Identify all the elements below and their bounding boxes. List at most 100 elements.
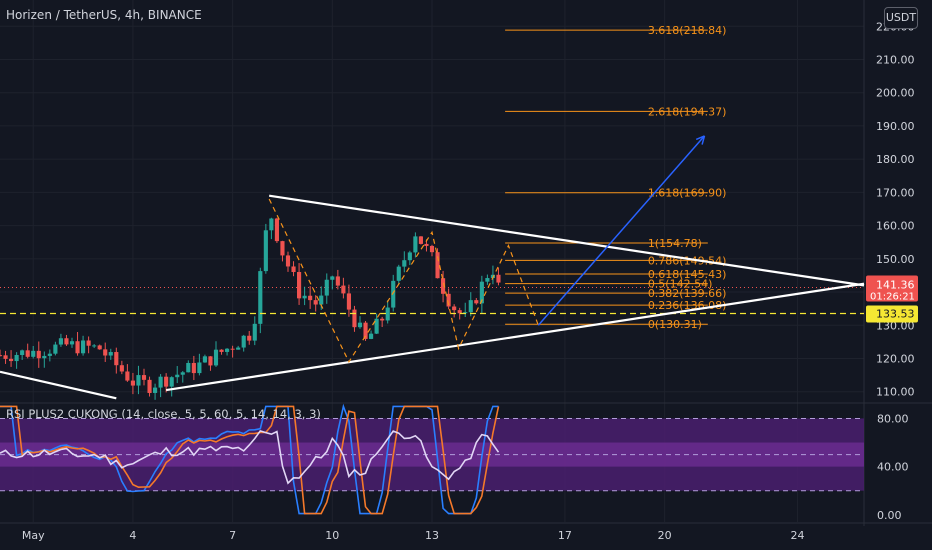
candle-body: [92, 345, 97, 347]
candle-body: [291, 266, 296, 273]
price-tick-label: 200.00: [876, 87, 915, 100]
candle-body: [197, 362, 202, 374]
candle-body: [47, 353, 52, 356]
candle-body: [285, 255, 291, 267]
support-price-tag: [866, 305, 918, 323]
candle-body: [241, 335, 246, 348]
candle-body: [485, 278, 490, 282]
price-tick-label: 120.00: [876, 352, 915, 365]
candle-body: [263, 230, 268, 272]
rsi-fast-line: [0, 405, 500, 515]
candle-body: [169, 377, 174, 387]
candle-body: [429, 245, 435, 253]
candle-body: [258, 271, 263, 324]
time-tick-label: May: [22, 529, 45, 542]
candle-body: [75, 341, 80, 354]
fib-level-label: 1.618(169.90): [648, 187, 727, 200]
rsi-tick-label: 80.00: [877, 412, 909, 425]
candle-body: [9, 358, 14, 362]
candle-body: [402, 260, 407, 267]
candle-body: [341, 285, 346, 294]
fib-level-label: 3.618(218.84): [648, 24, 727, 37]
candle-body: [319, 295, 324, 305]
candle-body: [119, 365, 124, 372]
candle-body: [130, 380, 135, 386]
price-tick-label: 180.00: [876, 153, 915, 166]
candle-body: [474, 300, 479, 304]
trendline-lower: [165, 282, 865, 392]
time-tick-label: 13: [425, 529, 439, 542]
candle-body: [496, 274, 501, 283]
candle-body: [164, 376, 169, 387]
price-tick-label: 110.00: [876, 386, 915, 399]
candle-body: [114, 352, 119, 366]
candle-body: [219, 349, 224, 352]
candle-body: [441, 278, 446, 294]
candle-body: [313, 300, 318, 305]
fib-level-label: 0.786(149.54): [648, 254, 727, 267]
candle-body: [25, 350, 30, 357]
candle-body: [335, 276, 340, 286]
candle-body: [280, 241, 285, 256]
trendline-old: [0, 370, 117, 400]
candle-body: [374, 318, 379, 334]
candles: [0, 217, 501, 400]
price-tick-label: 150.00: [876, 253, 915, 266]
candle-body: [186, 362, 191, 373]
fib-level-label: 0.5(142.54): [648, 278, 713, 291]
last-price-value: 141.36: [876, 279, 915, 292]
time-tick-label: 17: [558, 529, 572, 542]
candle-body: [269, 218, 274, 231]
candle-body: [53, 344, 58, 354]
candle-body: [136, 375, 141, 386]
candle-body: [180, 372, 185, 375]
price-tick-label: 210.00: [876, 53, 915, 66]
fib-level-label: 0.618(145.43): [648, 268, 727, 281]
support-price-value: 133.53: [876, 308, 915, 321]
candle-body: [36, 350, 41, 359]
projection-arrow-head: [695, 135, 706, 145]
candle-body: [435, 252, 440, 279]
price-tick-label: 170.00: [876, 186, 915, 199]
candle-body: [153, 387, 158, 393]
candle-body: [463, 312, 468, 314]
price-tick-label: 190.00: [876, 120, 915, 133]
candle-body: [424, 243, 429, 246]
candle-body: [247, 335, 252, 341]
candle-body: [324, 279, 329, 296]
fib-level-label: 1(154.78): [648, 237, 702, 250]
bar-countdown: 01:26:21: [870, 292, 915, 303]
candle-body: [86, 340, 91, 346]
rsi-indicator-title: RSI PLUS2 CUKONG (14, close, 5, 5, 60, 5…: [6, 407, 321, 421]
candle-body: [308, 295, 313, 301]
candle-body: [330, 276, 335, 280]
candle-body: [147, 379, 152, 393]
candle-body: [352, 309, 357, 328]
last-price-tag: [866, 275, 918, 302]
candle-body: [69, 341, 75, 345]
candle-body: [175, 374, 180, 378]
candle-body: [64, 338, 69, 345]
candle-body: [225, 348, 230, 352]
candle-body: [42, 355, 47, 359]
candle-body: [213, 349, 219, 366]
candle-body: [3, 355, 8, 359]
candle-body: [230, 348, 235, 350]
candle-body: [236, 347, 241, 350]
candle-body: [0, 355, 3, 357]
candle-body: [380, 318, 385, 321]
candle-body: [103, 349, 108, 356]
fib-level-label: 2.618(194.37): [648, 105, 727, 118]
candle-body: [31, 350, 36, 357]
candle-body: [363, 322, 368, 339]
rsi-main-line: [0, 429, 500, 485]
candle-body: [202, 356, 207, 363]
candle-body: [158, 376, 163, 388]
candle-body: [479, 281, 484, 304]
trendline-upper: [269, 194, 865, 287]
currency-button[interactable]: USDT: [884, 7, 918, 29]
candle-body: [81, 340, 86, 354]
candle-body: [191, 362, 196, 374]
candle-body: [357, 322, 363, 328]
